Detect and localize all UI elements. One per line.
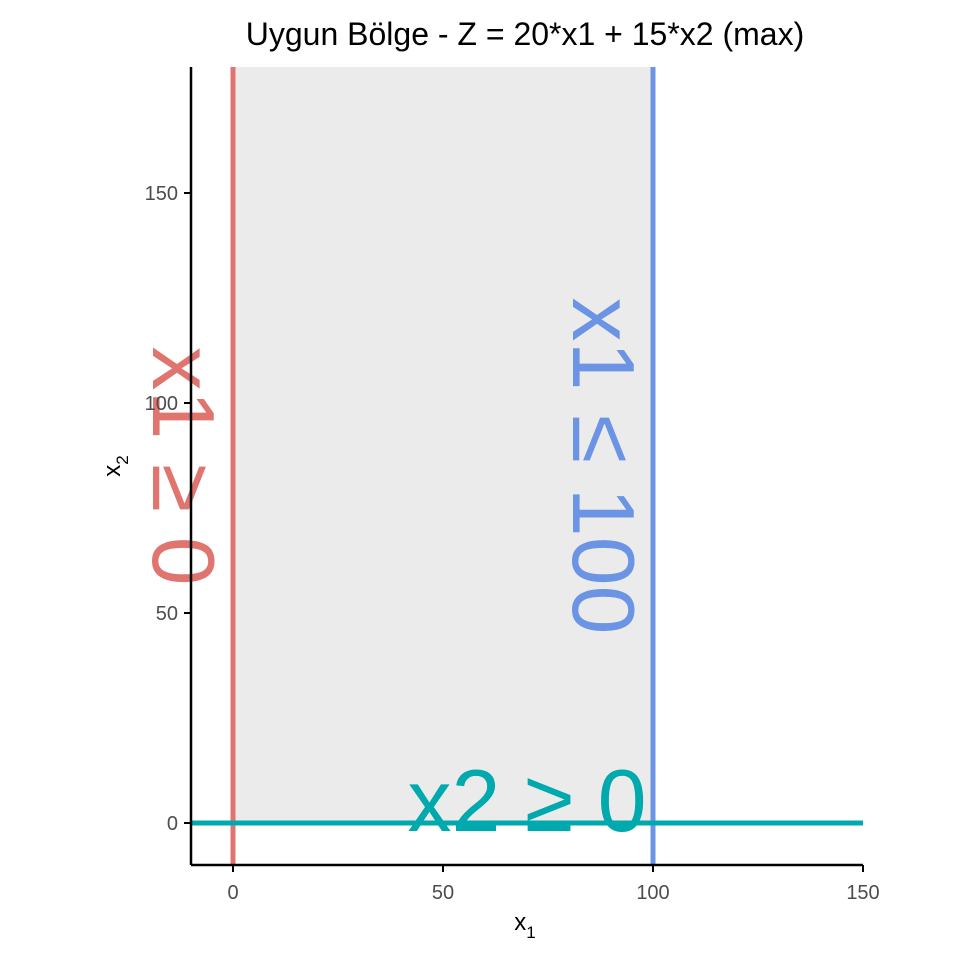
constraint-lines: x1 ≥ 0 x1 ≤ 100 x2 ≥ 0 [134,67,863,865]
feasible-region [233,67,653,823]
y-tick-label: 100 [145,393,178,415]
x-axis: 0 50 100 150 [191,863,880,904]
y-tick-label: 150 [145,183,178,205]
chart-title: Uygun Bölge - Z = 20*x1 + 15*x2 (max) [246,16,805,52]
x-tick-label: 0 [227,882,238,904]
x-tick-label: 150 [846,882,879,904]
x-axis-title: x1 [514,909,535,942]
y-tick-label: 50 [156,603,178,625]
constraint-2-label: x1 ≤ 100 [554,298,653,635]
y-tick-label: 0 [167,813,178,835]
plot-area [233,67,653,823]
x-tick-label: 100 [636,882,669,904]
y-axis-title: x2 [99,455,132,476]
y-axis: 0 50 100 150 [145,67,193,865]
constraint-1-label: x1 ≥ 0 [134,346,233,585]
constraint-3-label: x2 ≥ 0 [407,751,646,850]
x-tick-label: 50 [432,882,454,904]
